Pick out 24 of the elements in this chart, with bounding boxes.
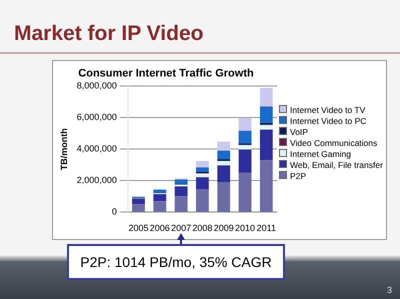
chart-subtitle: Consumer Internet Traffic Growth — [78, 68, 254, 80]
legend-label: Internet Video to TV — [289, 105, 366, 116]
legend-label: Internet Gaming — [289, 149, 352, 160]
legend-label: VoIP — [289, 127, 309, 138]
text: P2P: 1014 PB/mo, 35% CAGR — [67, 244, 285, 280]
y-tick-label: 2,000,000 — [76, 175, 117, 186]
chart-title: Market for IP Video — [14, 22, 204, 46]
x-tick-label: 2010 — [235, 223, 256, 234]
x-tick-label: 2007 — [171, 223, 192, 234]
x-tick-label: 2011 — [256, 223, 276, 234]
legend-label: P2P — [289, 171, 308, 182]
legend-label: Web, Email, File transfer — [289, 160, 383, 171]
y-axis-title: TB/month — [58, 128, 69, 170]
x-tick-label: 2006 — [150, 223, 170, 234]
y-tick-label: 6,000,000 — [76, 112, 117, 122]
y-tick-label: 0 — [112, 206, 117, 217]
x-tick-label: 2009 — [214, 223, 234, 234]
y-tick-label: 4,000,000 — [76, 144, 117, 154]
y-tick-label: 8,000,000 — [76, 80, 117, 91]
legend-label: Internet Video to PC — [289, 116, 368, 127]
legend-label: Video Communications — [289, 138, 378, 149]
x-tick-label: 2008 — [192, 223, 212, 234]
text: 3 — [386, 285, 392, 295]
x-tick-label: 2005 — [128, 223, 149, 234]
